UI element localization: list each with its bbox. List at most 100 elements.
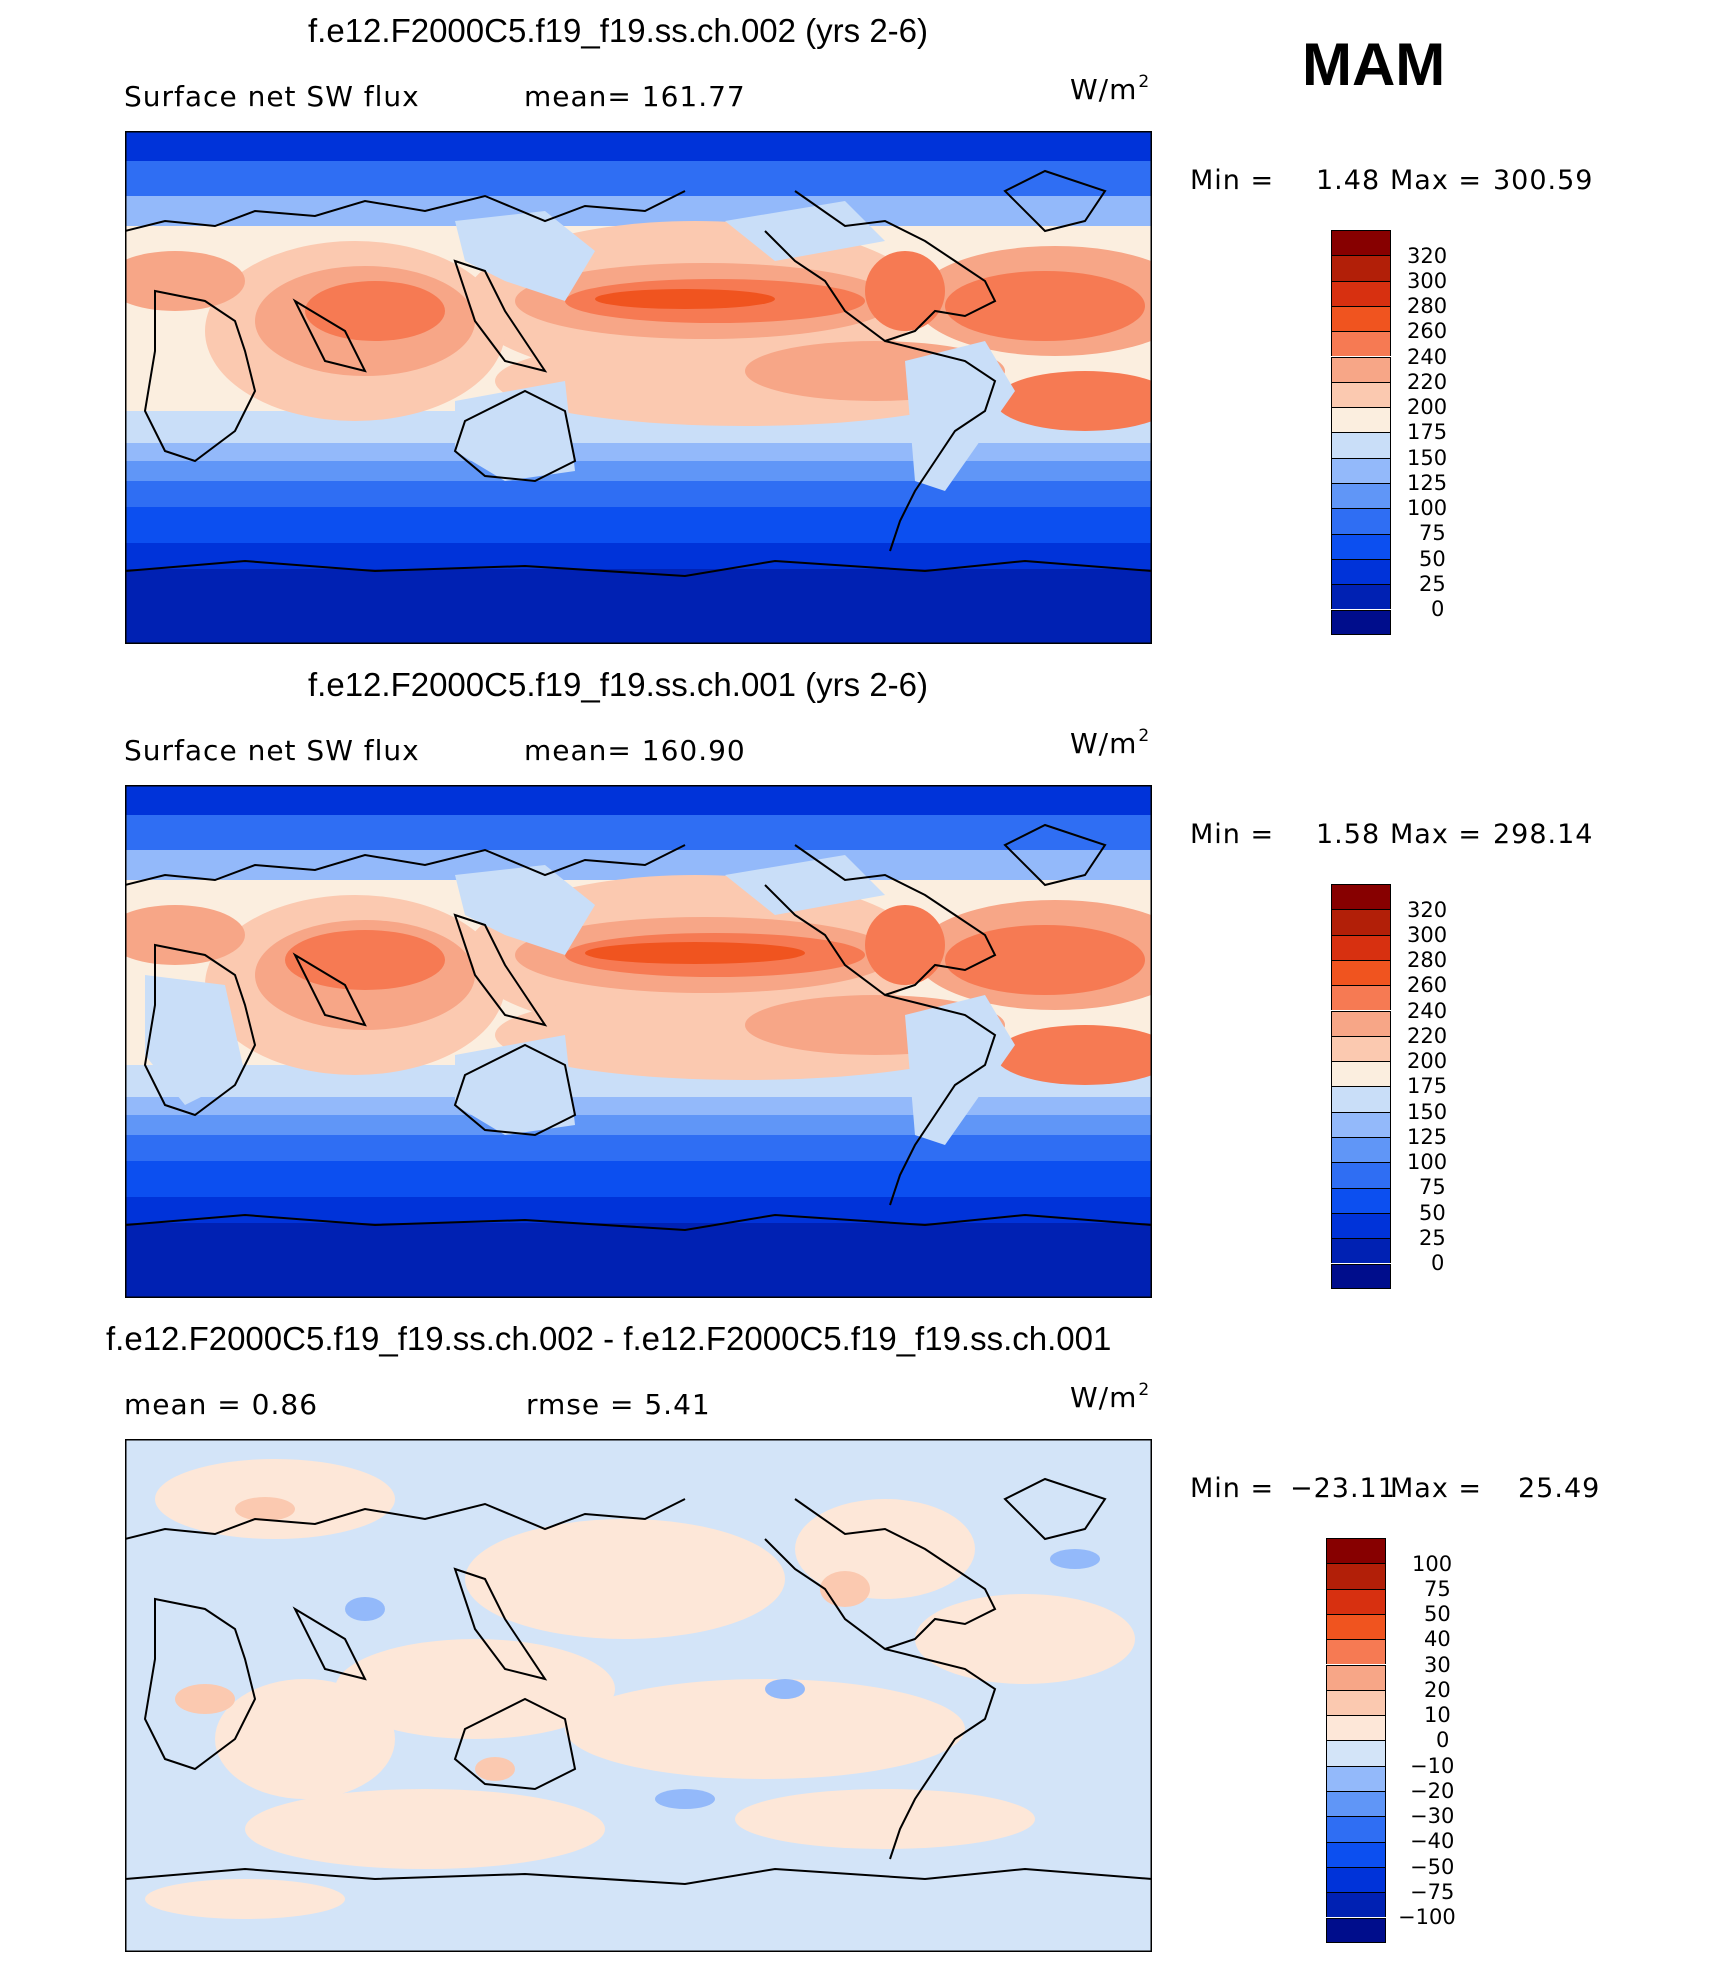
panel-2-colorbar-swatch xyxy=(1331,1212,1391,1239)
panel-1-colorbar-swatch xyxy=(1331,356,1391,382)
panel-2-title: f.e12.F2000C5.f19_f19.ss.ch.001 (yrs 2-6… xyxy=(308,666,929,703)
panel-3-max-label: Max = xyxy=(1390,1473,1483,1504)
panel-2-colorbar-swatch xyxy=(1331,934,1391,960)
panel-2-colorbar-label: 220 xyxy=(1407,1024,1448,1048)
panel-3-colorbar-label: 100 xyxy=(1412,1552,1453,1576)
panel-2-colorbar-swatch xyxy=(1331,1162,1391,1188)
panel-3-mean-label: mean = 0.86 xyxy=(124,1388,319,1421)
panel-1-colorbar-swatch xyxy=(1331,305,1391,332)
panel-1-min-label: Min = xyxy=(1190,165,1275,196)
panel-2-colorbar-label: 240 xyxy=(1407,999,1448,1023)
panel-2-colorbar-swatch xyxy=(1331,909,1391,935)
panel-2-colorbar-swatch xyxy=(1331,884,1391,910)
panel-1-max-value: 300.59 xyxy=(1493,165,1594,196)
panel-1-colorbar-swatch xyxy=(1331,508,1391,534)
panel-3-colorbar-swatch xyxy=(1326,1917,1386,1943)
panel-1-colorbar-swatch xyxy=(1331,280,1391,306)
panel-1-colorbar-label: 220 xyxy=(1407,370,1448,394)
panel-1-colorbar-swatch xyxy=(1331,483,1391,509)
panel-1-mean-label: mean= 161.77 xyxy=(524,80,746,113)
panel-3-min-value: −23.11 xyxy=(1290,1473,1396,1504)
panel-3-colorbar-swatch xyxy=(1326,1689,1386,1716)
panel-2-colorbar-label: 150 xyxy=(1407,1100,1448,1124)
panel-1-colorbar-label: 320 xyxy=(1407,244,1448,268)
panel-1-variable-label: Surface net SW flux xyxy=(124,80,420,113)
panel-1-colorbar-label: 300 xyxy=(1407,269,1448,293)
panel-1-colorbar-label: 200 xyxy=(1407,395,1448,419)
panel-2-colorbar-label: 75 xyxy=(1419,1175,1446,1199)
panel-2-colorbar-swatch xyxy=(1331,1137,1391,1163)
panel-1-colorbar-label: 150 xyxy=(1407,446,1448,470)
panel-2-colorbar-swatch xyxy=(1331,1035,1391,1062)
panel-1-colorbar-label: 100 xyxy=(1407,496,1448,520)
panel-3-colorbar-swatch xyxy=(1326,1588,1386,1614)
panel-1-min-value: 1.48 xyxy=(1316,165,1381,196)
panel-2-colorbar-label: 25 xyxy=(1419,1226,1446,1250)
panel-1-colorbar-label: 175 xyxy=(1407,420,1448,444)
panel-3-colorbar-label: 30 xyxy=(1424,1653,1451,1677)
panel-3-colorbar-label: −10 xyxy=(1410,1754,1455,1778)
panel-3-colorbar-swatch xyxy=(1326,1816,1386,1842)
panel-1-colorbar-swatch xyxy=(1331,230,1391,256)
panel-1-colorbar-label: 240 xyxy=(1407,345,1448,369)
panel-3-colorbar-swatch xyxy=(1326,1613,1386,1640)
panel-1-colorbar-swatch xyxy=(1331,533,1391,559)
panel-3-colorbar-swatch xyxy=(1326,1740,1386,1766)
panel-2-colorbar-swatch xyxy=(1331,985,1391,1011)
panel-2-colorbar-swatch xyxy=(1331,1010,1391,1036)
panel-3-colorbar-swatch xyxy=(1326,1841,1386,1867)
panel-2-colorbar-label: 100 xyxy=(1407,1150,1448,1174)
panel-3-colorbar-label: −50 xyxy=(1410,1855,1455,1879)
panel-2-colorbar-label: 320 xyxy=(1407,898,1448,922)
panel-1-units: W/m2 xyxy=(1070,72,1151,106)
panel-3-world-map-icon xyxy=(125,1439,1152,1952)
panel-2-colorbar-label: 260 xyxy=(1407,973,1448,997)
panel-2-colorbar-swatch xyxy=(1331,1061,1391,1087)
panel-3-colorbar-label: 50 xyxy=(1424,1602,1451,1626)
panel-2-colorbar-label: 50 xyxy=(1419,1201,1446,1225)
panel-3-colorbar-label: −100 xyxy=(1398,1905,1456,1929)
panel-3-colorbar-label: −30 xyxy=(1410,1804,1455,1828)
panel-1-colorbar-swatch xyxy=(1331,432,1391,458)
panel-1-colorbar-swatch xyxy=(1331,255,1391,281)
panel-3-colorbar-swatch xyxy=(1326,1892,1386,1918)
panel-3-colorbar-label: 40 xyxy=(1424,1627,1451,1651)
panel-1-world-map-icon xyxy=(125,131,1152,644)
panel-2-units: W/m2 xyxy=(1070,726,1151,760)
panel-3-colorbar-label: 20 xyxy=(1424,1678,1451,1702)
panel-3-colorbar-swatch xyxy=(1326,1639,1386,1665)
panel-1-title: f.e12.F2000C5.f19_f19.ss.ch.002 (yrs 2-6… xyxy=(308,12,929,49)
panel-1-colorbar-swatch xyxy=(1331,584,1391,610)
panel-3-colorbar-swatch xyxy=(1326,1538,1386,1564)
panel-2-colorbar-swatch xyxy=(1331,959,1391,986)
panel-1-colorbar-label: 50 xyxy=(1419,547,1446,571)
panel-2-colorbar-label: 200 xyxy=(1407,1049,1448,1073)
panel-1-colorbar-swatch xyxy=(1331,407,1391,433)
panel-3-colorbar-swatch xyxy=(1326,1664,1386,1690)
panel-1-colorbar-label: 25 xyxy=(1419,572,1446,596)
panel-2-colorbar-label: 125 xyxy=(1407,1125,1448,1149)
panel-1-colorbar-swatch xyxy=(1331,331,1391,357)
panel-2-max-label: Max = xyxy=(1390,819,1483,850)
panel-3-colorbar-label: 10 xyxy=(1424,1703,1451,1727)
panel-2-colorbar-label: 175 xyxy=(1407,1074,1448,1098)
panel-3-colorbar-swatch xyxy=(1326,1563,1386,1589)
panel-3-colorbar-swatch xyxy=(1326,1791,1386,1817)
panel-1-colorbar-swatch xyxy=(1331,381,1391,408)
panel-2-colorbar-swatch xyxy=(1331,1086,1391,1112)
panel-1-colorbar-swatch xyxy=(1331,457,1391,483)
panel-3-colorbar-swatch xyxy=(1326,1715,1386,1741)
panel-3-min-label: Min = xyxy=(1190,1473,1275,1504)
panel-2-colorbar-swatch xyxy=(1331,1238,1391,1264)
panel-3-units: W/m2 xyxy=(1070,1380,1151,1414)
panel-3-colorbar-label: 0 xyxy=(1436,1728,1450,1752)
panel-3-colorbar-swatch xyxy=(1326,1765,1386,1791)
season-label: MAM xyxy=(1302,31,1446,98)
panel-3-colorbar-label: −20 xyxy=(1410,1779,1455,1803)
panel-2-max-value: 298.14 xyxy=(1493,819,1594,850)
panel-1-colorbar-swatch xyxy=(1331,558,1391,585)
panel-2-colorbar-label: 0 xyxy=(1431,1251,1445,1275)
panel-3-colorbar-swatch xyxy=(1326,1866,1386,1893)
panel-1-colorbar-label: 280 xyxy=(1407,294,1448,318)
panel-2-variable-label: Surface net SW flux xyxy=(124,734,420,767)
